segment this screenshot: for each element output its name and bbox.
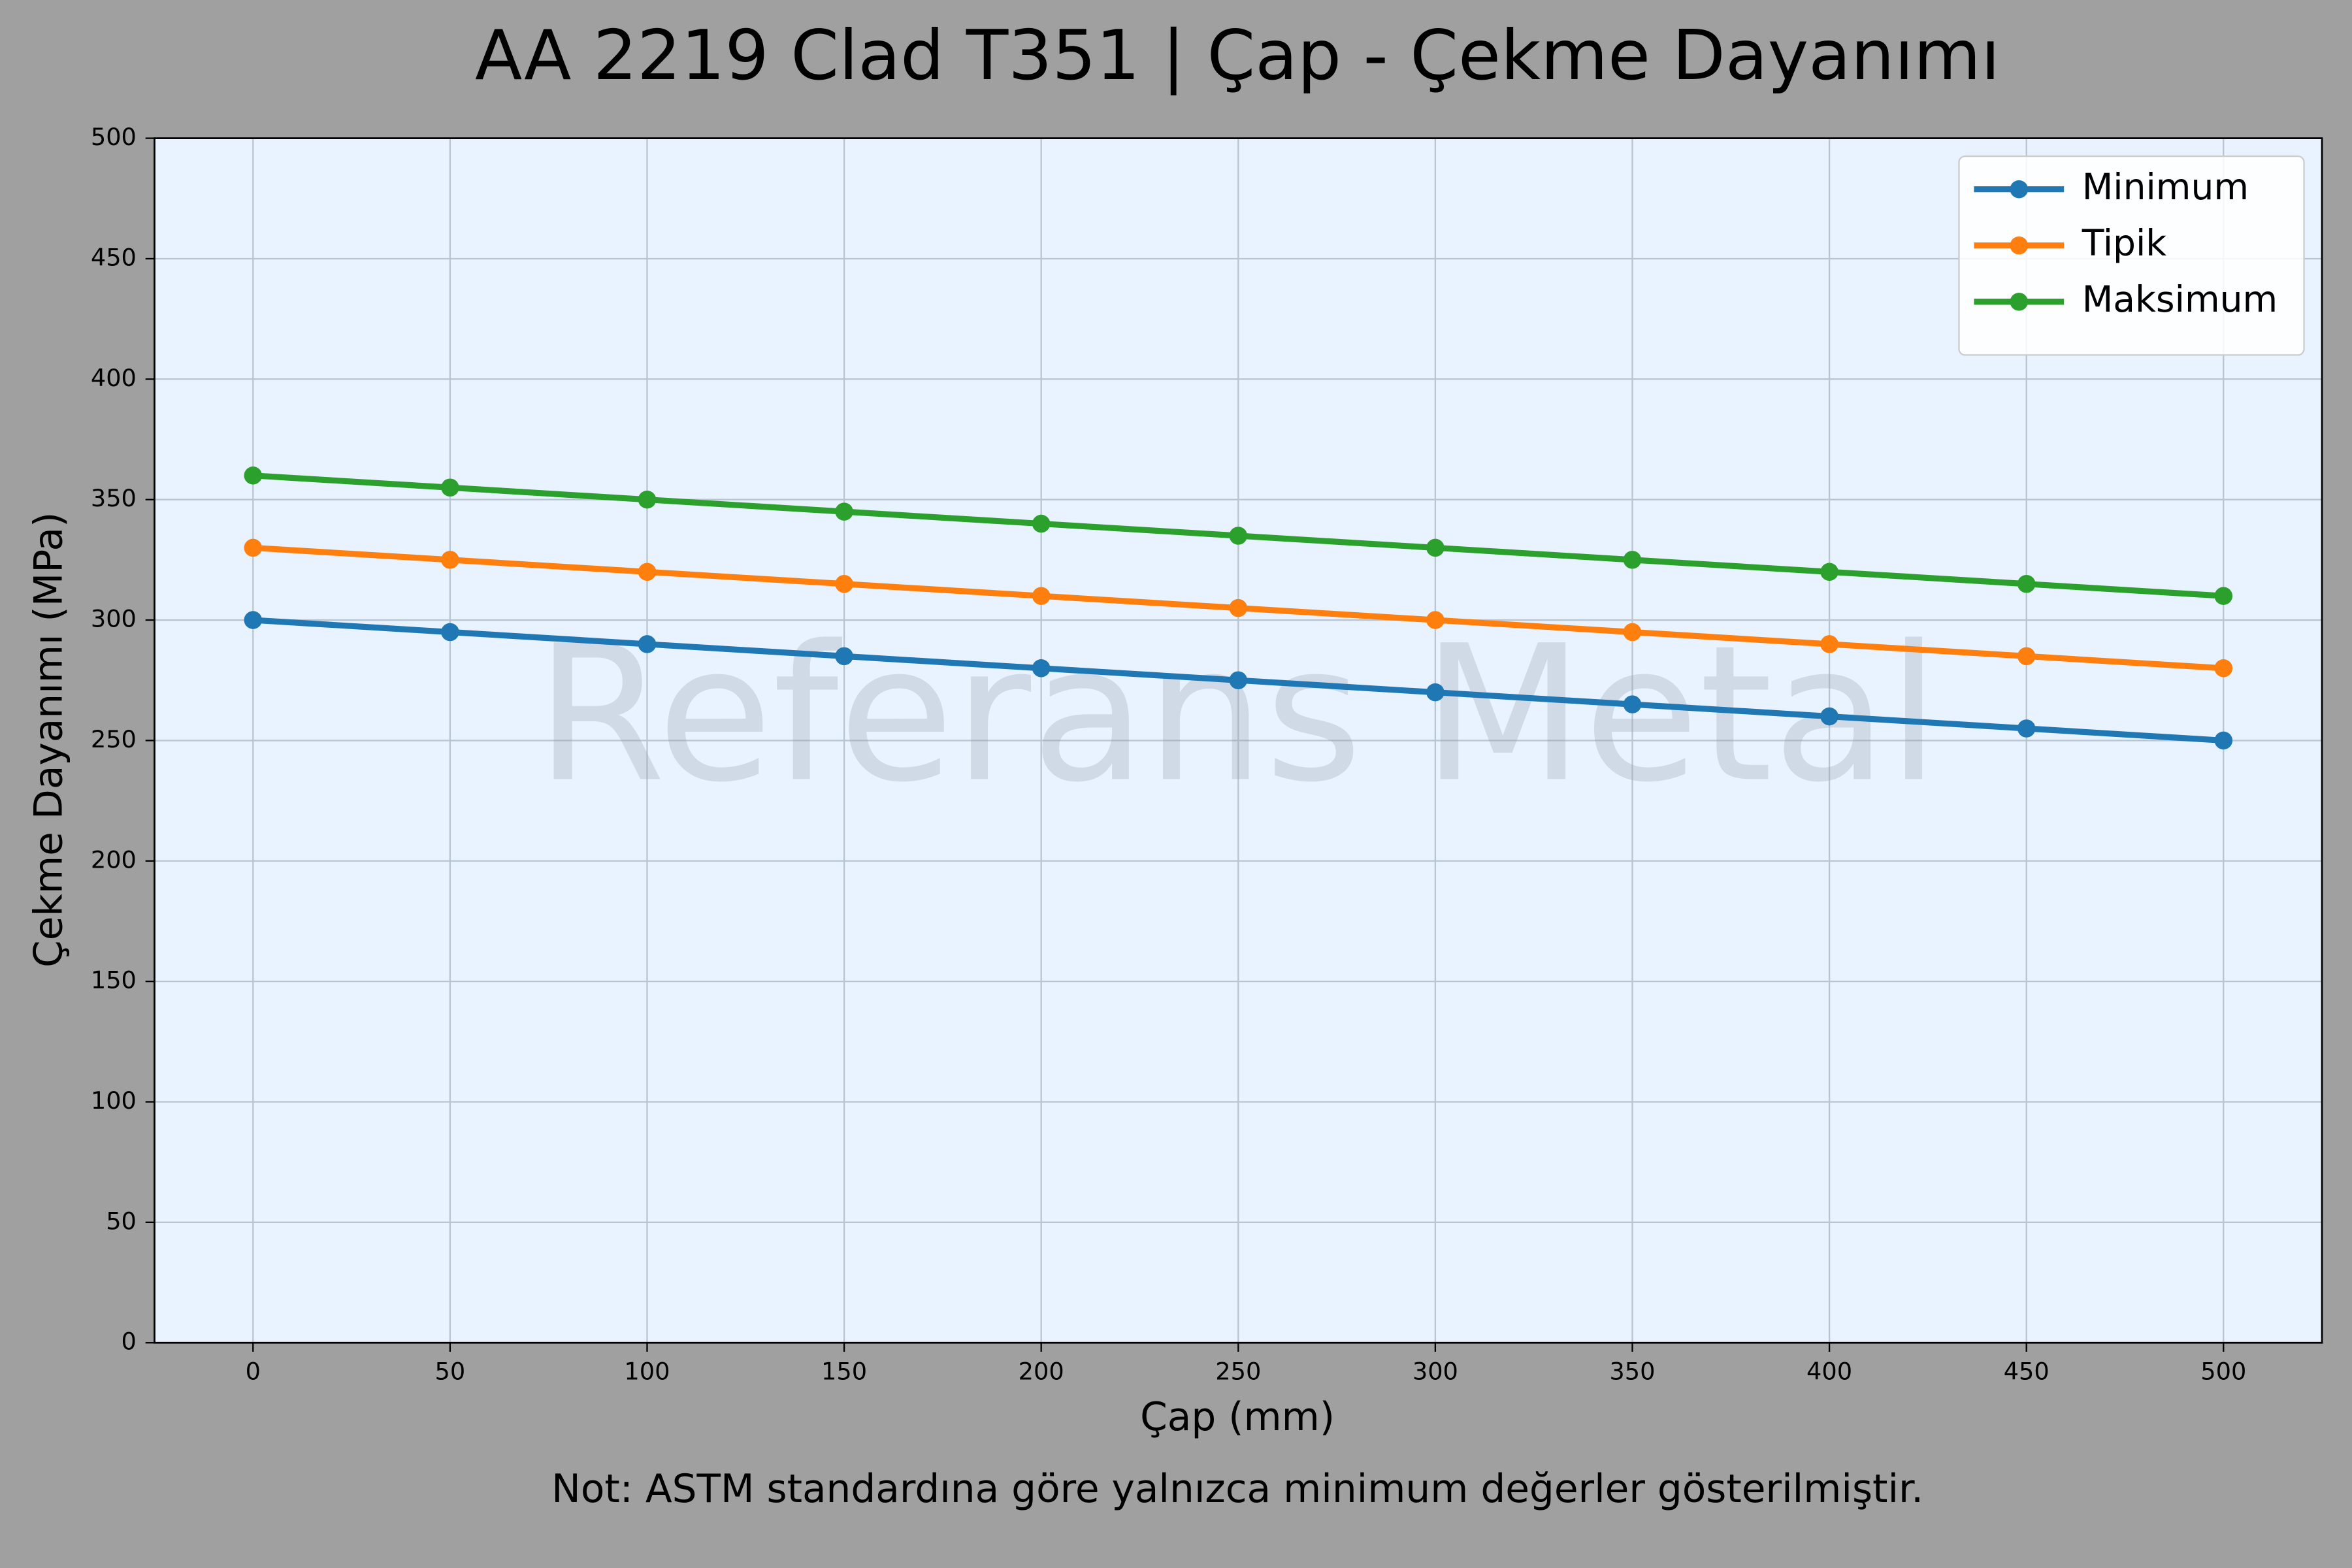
data-point [244,538,263,557]
y-tick-label: 150 [91,966,137,994]
y-tick-label: 250 [91,725,137,753]
data-point [441,623,459,642]
data-point [638,563,657,581]
data-point [2214,659,2233,678]
y-tick-label: 450 [91,243,137,271]
x-tick-label: 0 [246,1358,261,1386]
y-tick-label: 0 [122,1328,137,1356]
data-point [1623,695,1642,713]
legend-label: Minimum [2082,166,2249,208]
watermark: Referans Metal [535,605,1939,823]
legend-marker [2010,180,2029,199]
x-tick-label: 250 [1215,1358,1261,1386]
legend-label: Tipik [2082,222,2167,264]
data-point [638,490,657,509]
data-point [1229,527,1248,545]
y-tick-label: 300 [91,605,137,633]
data-point [244,611,263,629]
data-point [1820,563,1838,581]
data-point [1426,611,1445,629]
data-point [2214,731,2233,750]
legend-label: Maksimum [2082,278,2278,320]
data-point [441,551,459,569]
data-point [2017,647,2036,666]
x-tick-label: 300 [1413,1358,1458,1386]
data-point [1032,659,1051,678]
data-point [835,502,853,521]
data-point [835,647,853,666]
data-point [1426,683,1445,702]
legend: Minimum Tipik Maksimum [1958,155,2305,356]
data-point [1229,598,1248,617]
legend-marker [2010,236,2029,255]
data-point [1426,538,1445,557]
legend-box [1958,155,2305,356]
data-point [2214,587,2233,605]
data-point [1820,635,1838,653]
note: Not: ASTM standardına göre yalnızca mini… [551,1467,1923,1512]
x-tick-label: 100 [624,1358,670,1386]
plot-frame [154,137,2323,1344]
y-axis-label: Çekme Dayanımı (MPa) [27,512,72,968]
data-point [2017,719,2036,738]
x-axis-label: Çap (mm) [1140,1395,1335,1440]
data-point [1623,551,1642,569]
x-tick-label: 450 [2004,1358,2050,1386]
data-point [1032,587,1051,605]
y-tick-label: 350 [91,484,137,512]
data-point [1623,623,1642,642]
data-point [244,466,263,485]
data-point [1032,514,1051,533]
series-layer [244,466,2233,750]
y-tick-label: 400 [91,364,137,392]
data-point [638,635,657,653]
y-tick-label: 50 [106,1207,137,1235]
x-tick-label: 200 [1019,1358,1064,1386]
data-point [1229,671,1248,690]
x-tick-label: 500 [2200,1358,2246,1386]
data-point [2017,574,2036,593]
x-tick-label: 400 [1806,1358,1852,1386]
data-point [441,478,459,497]
legend-marker [2010,293,2029,311]
data-point [1820,707,1838,726]
x-tick-label: 150 [821,1358,867,1386]
chart-title: AA 2219 Clad T351 | Çap - Çekme Dayanımı [475,15,2000,96]
data-point [835,574,853,593]
y-tick-label: 100 [91,1086,137,1115]
x-tick-label: 50 [435,1358,466,1386]
y-tick-label: 200 [91,845,137,874]
y-tick-label: 500 [91,123,137,151]
x-tick-label: 350 [1609,1358,1655,1386]
